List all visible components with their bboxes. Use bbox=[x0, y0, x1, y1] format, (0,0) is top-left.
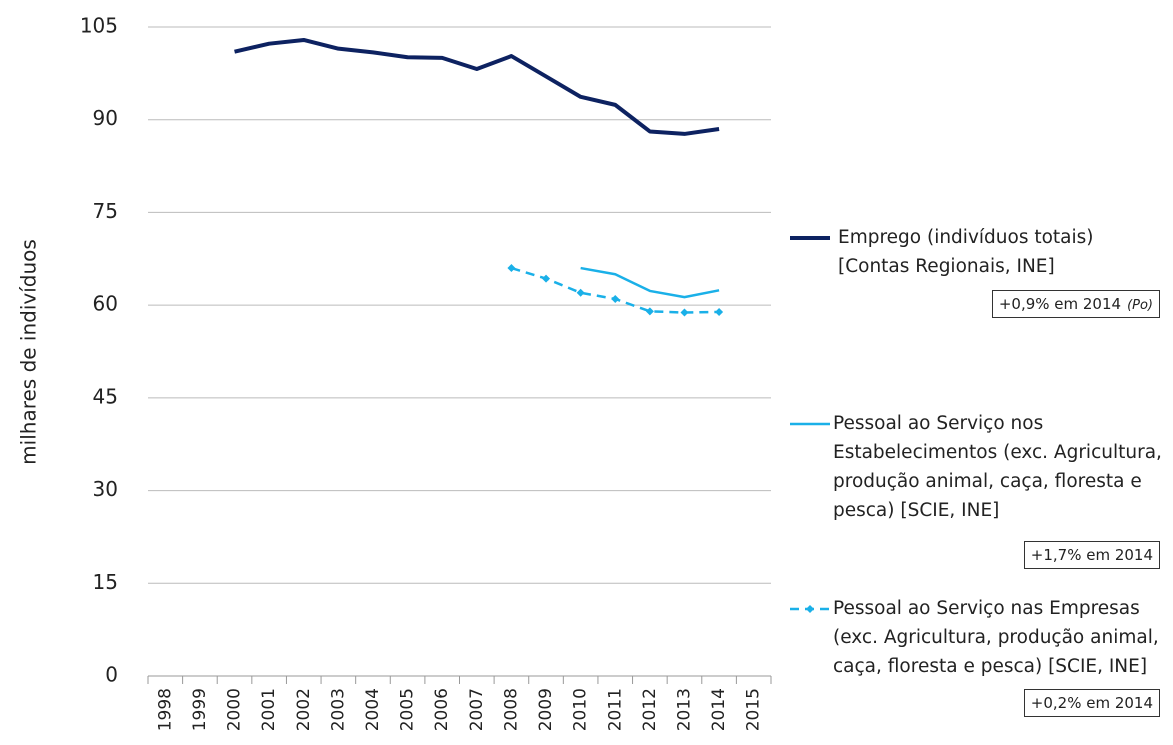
x-tick-label: 2010 bbox=[571, 688, 591, 731]
x-tick-label: 2011 bbox=[605, 688, 625, 731]
marker bbox=[680, 308, 689, 317]
marker bbox=[542, 274, 551, 283]
x-tick-label: 2004 bbox=[363, 688, 383, 731]
y-tick-label: 45 bbox=[93, 384, 118, 408]
y-tick-label: 30 bbox=[93, 477, 118, 501]
legend-marker bbox=[806, 605, 814, 613]
x-tick-label: 2007 bbox=[467, 688, 487, 731]
annotation-note: (Po) bbox=[1127, 298, 1153, 313]
legend-label: Emprego (indivíduos totais) [Contas Regi… bbox=[838, 227, 1094, 277]
y-tick-label: 0 bbox=[105, 663, 118, 687]
marker bbox=[507, 264, 516, 273]
x-tick-label: 2006 bbox=[432, 688, 452, 731]
x-tick-label: 2005 bbox=[398, 688, 418, 731]
marker bbox=[715, 307, 724, 316]
annotation: +1,7% em 2014 bbox=[1023, 541, 1160, 569]
annotation-text: +1,7% em 2014 bbox=[1030, 546, 1153, 564]
marker bbox=[611, 294, 620, 303]
series-line bbox=[580, 266, 720, 299]
y-tick-label: 60 bbox=[93, 292, 118, 316]
marker bbox=[576, 288, 585, 297]
legend-label: Pessoal ao Serviço nas Empresas (exc. Ag… bbox=[833, 598, 1159, 677]
x-tick-label: 1999 bbox=[190, 688, 210, 731]
x-tick-label: 2003 bbox=[328, 688, 348, 731]
x-tick-label: 2014 bbox=[709, 688, 729, 731]
annotation: +0,2% em 2014 bbox=[1023, 689, 1160, 717]
y-axis-label: milhares de indivíduos bbox=[17, 239, 41, 465]
y-tick-label: 90 bbox=[93, 106, 118, 130]
annotation-text: +0,9% em 2014 bbox=[998, 295, 1122, 313]
x-tick-label: 2009 bbox=[536, 688, 556, 731]
y-tick-label: 105 bbox=[80, 14, 118, 38]
x-tick-label: 2015 bbox=[744, 688, 764, 731]
x-tick-label: 2001 bbox=[259, 688, 279, 731]
y-tick-label: 75 bbox=[93, 199, 118, 223]
x-tick-label: 2013 bbox=[674, 688, 694, 731]
x-tick-label: 2002 bbox=[294, 688, 314, 731]
x-tick-label: 2008 bbox=[501, 688, 521, 731]
series-line bbox=[234, 37, 720, 136]
marker bbox=[645, 307, 654, 316]
y-tick-label: 15 bbox=[93, 570, 118, 594]
legend-label: Pessoal ao Serviço nos Estabelecimentos … bbox=[833, 413, 1162, 521]
x-tick-label: 2012 bbox=[640, 688, 660, 731]
x-tick-label: 1998 bbox=[155, 688, 175, 731]
annotation: +0,9% em 2014 (Po) bbox=[991, 290, 1160, 318]
x-tick-label: 2000 bbox=[225, 688, 245, 731]
annotation-text: +0,2% em 2014 bbox=[1030, 694, 1153, 712]
